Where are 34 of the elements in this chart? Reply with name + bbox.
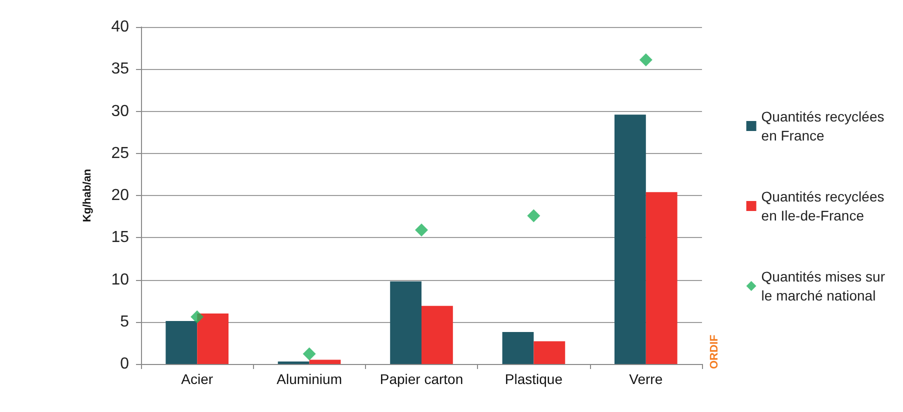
y-tick-label: 40 xyxy=(111,18,130,36)
bar xyxy=(614,114,646,364)
bar xyxy=(278,361,310,364)
point xyxy=(415,224,428,237)
x-tick-label: Papier carton xyxy=(380,371,464,387)
bar xyxy=(502,332,534,364)
y-tick-label: 10 xyxy=(111,271,130,288)
y-tick-label: 0 xyxy=(120,356,130,372)
x-tick-label: Aluminium xyxy=(276,371,342,387)
y-tick-label: 30 xyxy=(111,102,130,120)
bar xyxy=(166,321,198,364)
point xyxy=(527,209,540,222)
point xyxy=(639,53,652,66)
bar xyxy=(309,360,341,364)
y-tick-label: 5 xyxy=(120,313,130,330)
bar xyxy=(197,313,229,364)
bar xyxy=(422,306,453,364)
y-tick-label: 25 xyxy=(111,144,130,162)
legend-label: Quantités mises sur le marché national xyxy=(761,268,886,304)
legend-label: Quantités recyclées en France xyxy=(761,108,884,144)
point xyxy=(190,310,204,324)
legend-label: Quantités recyclées en Ile-de-France xyxy=(761,188,884,224)
y-tick-label: 20 xyxy=(111,187,130,204)
bar xyxy=(646,192,678,364)
bar xyxy=(534,341,566,364)
text: ORDIF xyxy=(708,334,720,369)
point xyxy=(302,347,316,360)
x-tick-label: Verre xyxy=(629,371,663,387)
bar xyxy=(390,281,422,364)
x-tick-label: Acier xyxy=(181,371,214,387)
x-tick-label: Plastique xyxy=(504,371,563,387)
y-tick-label: 35 xyxy=(111,60,130,78)
y-tick-label: 15 xyxy=(111,229,130,246)
y-axis-title: Kg/hab/an xyxy=(82,168,94,222)
